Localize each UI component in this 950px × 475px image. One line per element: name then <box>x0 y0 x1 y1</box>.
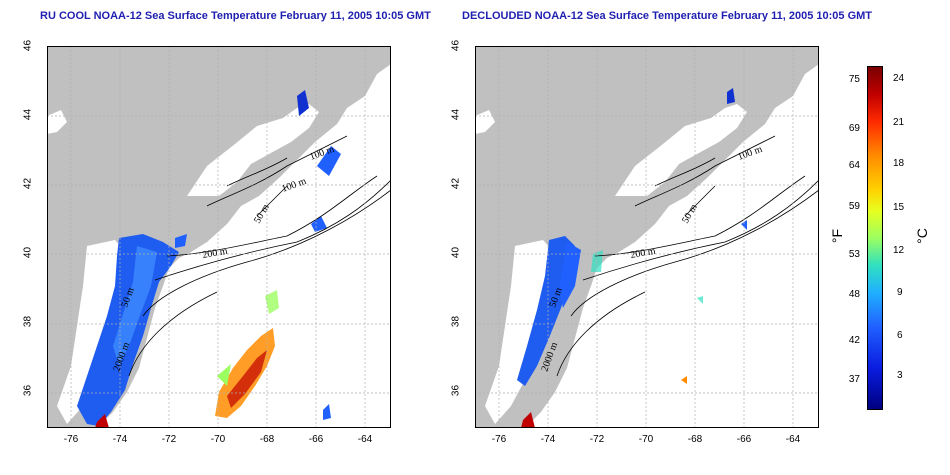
lat-tick: 42 <box>22 177 34 190</box>
left-sst-map: 100 m 100 m 50 m 200 m 50 m 2000 m <box>47 46 391 428</box>
colorbar-f-tick: 37 <box>848 374 860 385</box>
lon-tick: -68 <box>687 434 703 445</box>
temperature-colorbar <box>867 66 883 410</box>
lon-tick: -64 <box>357 434 373 445</box>
contour-label: 200 m <box>630 246 657 261</box>
colorbar-c-tick: 15 <box>893 202 905 213</box>
lat-tick: 38 <box>450 315 462 328</box>
lon-tick: -72 <box>589 434 605 445</box>
contour-label: 200 m <box>202 246 229 261</box>
colorbar-c-tick: 6 <box>897 330 903 341</box>
lat-tick: 36 <box>450 384 462 397</box>
lon-tick: -72 <box>161 434 177 445</box>
lat-tick: 40 <box>450 246 462 259</box>
lon-tick: -66 <box>308 434 324 445</box>
lat-tick: 46 <box>22 39 34 52</box>
lon-tick: -68 <box>259 434 275 445</box>
contour-label: 50 m <box>680 202 700 225</box>
colorbar-c-tick: 9 <box>897 287 903 298</box>
lon-tick: -64 <box>785 434 801 445</box>
colorbar-f-tick: 48 <box>848 289 860 300</box>
contour-label: 100 m <box>280 176 308 195</box>
colorbar-f-tick: 53 <box>848 249 860 260</box>
lat-tick: 44 <box>22 108 34 121</box>
lon-tick: -76 <box>491 434 507 445</box>
contour-label: 100 m <box>736 144 764 163</box>
colorbar-f-tick: 75 <box>848 74 860 85</box>
lon-tick: -74 <box>540 434 556 445</box>
colorbar-f-tick: 69 <box>848 123 860 134</box>
lat-tick: 40 <box>22 246 34 259</box>
lon-tick: -74 <box>112 434 128 445</box>
right-sst-map: 100 m 50 m 200 m 50 m 2000 m <box>475 46 819 428</box>
lon-tick: -70 <box>210 434 226 445</box>
lon-tick: -66 <box>736 434 752 445</box>
right-map-title: DECLOUDED NOAA-12 Sea Surface Temperatur… <box>462 10 873 22</box>
colorbar-f-tick: 64 <box>848 160 860 171</box>
contour-label: 50 m <box>252 202 272 225</box>
land-mass <box>475 46 819 428</box>
lon-tick: -70 <box>638 434 654 445</box>
colorbar-c-tick: 24 <box>893 73 905 84</box>
colorbar-f-tick: 59 <box>848 201 860 212</box>
lat-tick: 46 <box>450 39 462 52</box>
lon-tick: -76 <box>63 434 79 445</box>
colorbar-c-tick: 21 <box>893 117 905 128</box>
colorbar-f-tick: 42 <box>848 335 860 346</box>
lat-tick: 36 <box>22 384 34 397</box>
unit-fahrenheit: °F <box>829 228 846 244</box>
colorbar-c-tick: 3 <box>897 370 903 381</box>
sst-coastal-blue <box>517 236 575 386</box>
lat-tick: 44 <box>450 108 462 121</box>
colorbar-c-tick: 12 <box>893 245 905 256</box>
lat-tick: 38 <box>22 315 34 328</box>
left-map-title: RU COOL NOAA-12 Sea Surface Temperature … <box>40 10 431 22</box>
colorbar-c-tick: 18 <box>893 158 905 169</box>
lat-tick: 42 <box>450 177 462 190</box>
unit-celsius: °C <box>913 228 930 244</box>
